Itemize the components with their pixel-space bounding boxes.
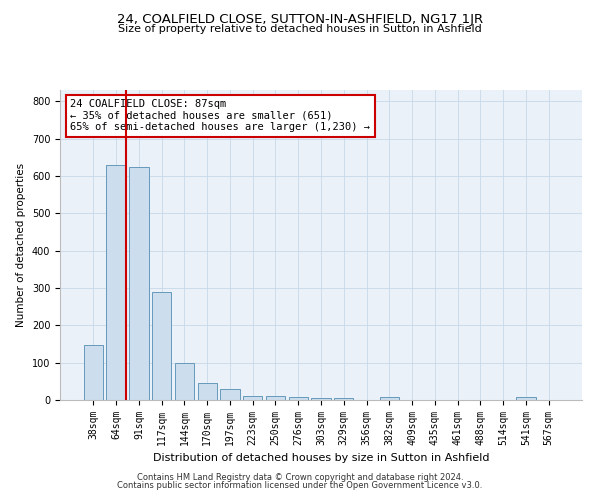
- Bar: [220, 389, 239, 400]
- Bar: [311, 398, 331, 400]
- X-axis label: Distribution of detached houses by size in Sutton in Ashfield: Distribution of detached houses by size …: [153, 454, 489, 464]
- Bar: [380, 398, 399, 400]
- Bar: [175, 362, 194, 400]
- Bar: [334, 398, 353, 400]
- Bar: [516, 398, 536, 400]
- Text: 24 COALFIELD CLOSE: 87sqm
← 35% of detached houses are smaller (651)
65% of semi: 24 COALFIELD CLOSE: 87sqm ← 35% of detac…: [70, 100, 370, 132]
- Bar: [243, 396, 262, 400]
- Text: Contains public sector information licensed under the Open Government Licence v3: Contains public sector information licen…: [118, 481, 482, 490]
- Y-axis label: Number of detached properties: Number of detached properties: [16, 163, 26, 327]
- Text: Contains HM Land Registry data © Crown copyright and database right 2024.: Contains HM Land Registry data © Crown c…: [137, 472, 463, 482]
- Bar: [266, 396, 285, 400]
- Bar: [129, 166, 149, 400]
- Bar: [152, 292, 172, 400]
- Text: Size of property relative to detached houses in Sutton in Ashfield: Size of property relative to detached ho…: [118, 24, 482, 34]
- Bar: [84, 344, 103, 400]
- Bar: [106, 164, 126, 400]
- Bar: [197, 383, 217, 400]
- Text: 24, COALFIELD CLOSE, SUTTON-IN-ASHFIELD, NG17 1JR: 24, COALFIELD CLOSE, SUTTON-IN-ASHFIELD,…: [117, 12, 483, 26]
- Bar: [289, 397, 308, 400]
